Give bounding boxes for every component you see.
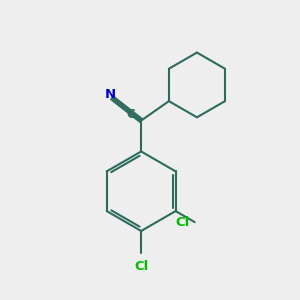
Text: Cl: Cl bbox=[175, 216, 189, 229]
Text: N: N bbox=[105, 88, 116, 101]
Text: Cl: Cl bbox=[134, 260, 148, 272]
Text: C: C bbox=[126, 109, 135, 122]
